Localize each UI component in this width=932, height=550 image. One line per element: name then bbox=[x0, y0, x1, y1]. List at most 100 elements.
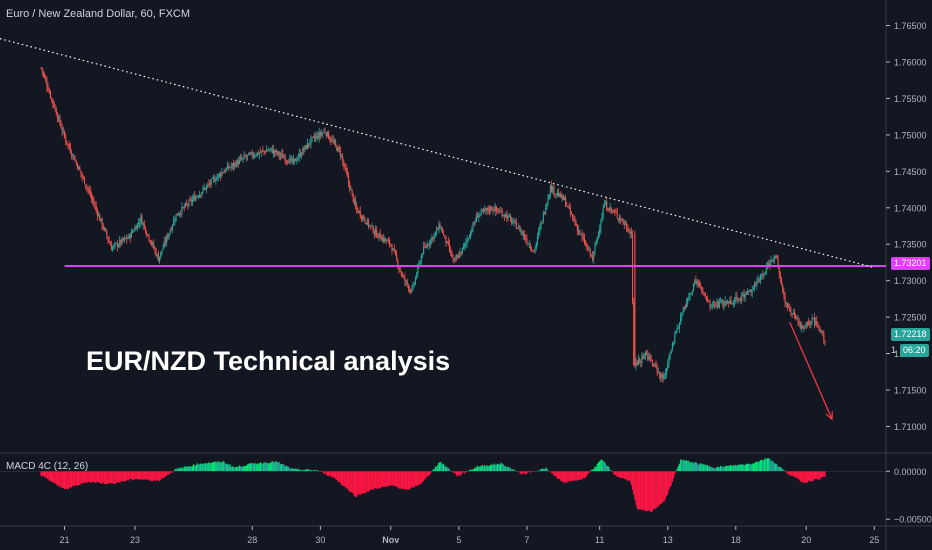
candle-body bbox=[745, 293, 747, 295]
candle-body bbox=[769, 263, 771, 266]
candle-body bbox=[508, 215, 510, 217]
macd-histogram-bar bbox=[662, 471, 664, 502]
macd-histogram-bar bbox=[316, 470, 318, 472]
macd-histogram-bar bbox=[80, 471, 82, 484]
macd-histogram-bar bbox=[326, 471, 329, 476]
macd-histogram-bar bbox=[292, 468, 294, 472]
macd-histogram-bar bbox=[546, 468, 548, 472]
candle-body bbox=[231, 163, 233, 166]
macd-histogram-bar bbox=[336, 471, 338, 480]
macd-histogram-bar bbox=[640, 471, 642, 510]
macd-histogram-bar bbox=[501, 463, 503, 472]
candle-body bbox=[68, 143, 70, 148]
candle-body bbox=[529, 245, 531, 249]
candle-body bbox=[377, 236, 379, 238]
macd-histogram-bar bbox=[579, 471, 581, 480]
candle-body bbox=[178, 213, 181, 215]
macd-histogram-bar bbox=[626, 471, 628, 481]
candle-body bbox=[235, 163, 237, 167]
macd-histogram-bar bbox=[541, 468, 543, 472]
macd-histogram-bar bbox=[685, 460, 688, 472]
candle-body bbox=[696, 281, 698, 284]
candle-body bbox=[276, 150, 278, 154]
candle-body bbox=[425, 246, 427, 248]
candle-body bbox=[115, 242, 117, 244]
candle-body bbox=[309, 143, 311, 145]
candle-body bbox=[738, 299, 740, 301]
macd-histogram-bar bbox=[669, 471, 671, 488]
macd-histogram-bar bbox=[691, 462, 693, 472]
candle-body bbox=[607, 208, 609, 211]
candle-body bbox=[378, 232, 380, 238]
macd-histogram-bar bbox=[743, 464, 745, 472]
candle-body bbox=[475, 215, 477, 222]
macd-histogram-bar bbox=[168, 471, 170, 475]
candle-body bbox=[445, 235, 447, 243]
macd-histogram-bar bbox=[425, 471, 427, 479]
candle-body bbox=[525, 238, 527, 240]
macd-histogram-bar bbox=[665, 471, 668, 497]
candle-body bbox=[251, 152, 253, 157]
candle-body bbox=[200, 194, 202, 196]
macd-histogram-bar bbox=[70, 471, 73, 488]
macd-histogram-bar bbox=[276, 462, 278, 472]
macd-histogram-bar bbox=[555, 471, 557, 477]
candle-body bbox=[805, 326, 807, 328]
macd-histogram-bar bbox=[818, 471, 820, 480]
macd-histogram-bar bbox=[308, 469, 310, 472]
candle-body bbox=[615, 211, 617, 214]
candle-body bbox=[236, 160, 238, 167]
candle-body bbox=[568, 205, 570, 208]
macd-histogram-bar bbox=[390, 471, 392, 486]
candle-body bbox=[533, 250, 535, 252]
candle-body bbox=[159, 256, 161, 262]
candle-body bbox=[708, 301, 710, 303]
candle-body bbox=[709, 302, 711, 307]
macd-histogram-bar bbox=[749, 463, 751, 472]
candle-body bbox=[526, 238, 528, 244]
candle-body bbox=[742, 294, 744, 296]
macd-histogram-bar bbox=[609, 469, 611, 472]
time-tick-label: Nov bbox=[382, 535, 399, 545]
macd-histogram-bar bbox=[223, 461, 225, 472]
candle-body bbox=[242, 157, 244, 160]
candle-body bbox=[473, 222, 475, 224]
macd-indicator-label[interactable]: MACD 4C (12, 26) bbox=[6, 461, 89, 472]
macd-histogram-bar bbox=[670, 471, 672, 486]
macd-histogram-bar bbox=[757, 461, 759, 472]
candle-body bbox=[52, 98, 54, 104]
candle-body bbox=[401, 274, 404, 276]
macd-histogram-bar bbox=[508, 467, 510, 472]
macd-histogram-bar bbox=[325, 471, 327, 475]
candle-body bbox=[818, 328, 820, 331]
macd-histogram-bar bbox=[296, 469, 298, 472]
candle-body bbox=[534, 248, 536, 252]
candle-body bbox=[366, 219, 368, 225]
macd-histogram-bar bbox=[356, 471, 358, 497]
candle-body bbox=[316, 135, 318, 138]
candle-body bbox=[650, 359, 652, 361]
macd-histogram-bar bbox=[596, 463, 598, 472]
symbol-title[interactable]: Euro / New Zealand Dollar, 60, FXCM bbox=[6, 8, 191, 20]
candle-body bbox=[597, 231, 600, 237]
macd-histogram-bar bbox=[725, 465, 728, 472]
macd-histogram-bar bbox=[589, 471, 591, 473]
candle-body bbox=[420, 255, 422, 264]
macd-histogram-bar bbox=[511, 469, 513, 472]
macd-histogram-bar bbox=[236, 466, 238, 472]
candle-body bbox=[108, 240, 110, 243]
candle-body bbox=[737, 299, 739, 301]
macd-histogram-bar bbox=[373, 471, 375, 489]
macd-histogram-bar bbox=[746, 463, 749, 472]
macd-histogram-bar bbox=[582, 471, 584, 479]
candle-body bbox=[754, 283, 756, 289]
candle-body bbox=[746, 291, 749, 295]
analysis-headline: EUR/NZD Technical analysis bbox=[86, 346, 451, 376]
candle-body bbox=[716, 302, 718, 308]
candle-body bbox=[616, 212, 618, 218]
candle-body bbox=[325, 132, 327, 137]
candle-body bbox=[202, 187, 204, 192]
macd-histogram-bar bbox=[744, 464, 746, 472]
candle-body bbox=[191, 199, 194, 203]
